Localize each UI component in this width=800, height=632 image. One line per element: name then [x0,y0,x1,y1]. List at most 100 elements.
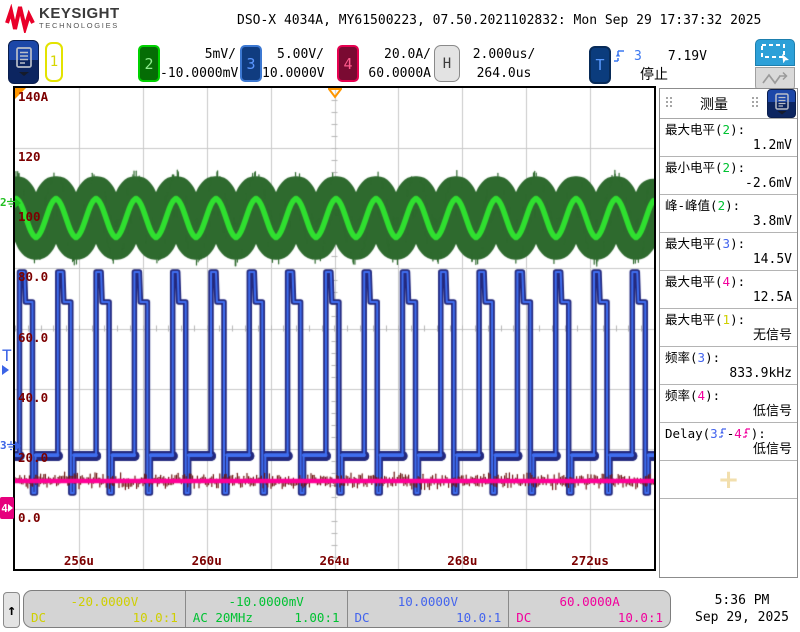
menu-document-icon [774,92,789,114]
statusbar-channel-2[interactable]: -10.0000mV AC 20MHz 1.00:1 [186,591,348,627]
timebase-delay: 264.0us [476,66,532,81]
clock: 5:36 PM Sep 29, 2025 [688,592,796,626]
trigger-button[interactable]: T [589,46,611,84]
measurement-panel-title: 测量 [700,96,728,113]
measurement-value: 无信号 [752,328,792,343]
ground-icon [6,440,15,450]
channel-3-settings[interactable]: 5.00V/ 10.0000V [262,45,325,83]
measurement-value: -2.6mV [745,176,792,191]
marker-arrow-icon [14,440,21,451]
marker-arrow-icon [14,197,21,208]
waveform-display[interactable] [15,88,654,569]
channel-1-label: 1 [49,54,59,70]
window-title: DSO-X 4034A, MY61500223, 07.50.202110283… [237,13,762,28]
measurement-row[interactable]: 频率(4): 低信号 [660,385,797,423]
x-axis-label: 264u [319,553,350,568]
add-measurement-row: + [660,461,797,499]
horizontal-settings[interactable]: 2.000us/ 264.0us [462,45,546,83]
channel-2-label: 2 [144,54,154,73]
channel-offset-value: -10.0000mV [228,593,304,609]
channel-4-marker-label: 4 [1,501,8,515]
channel-offset-value: 10.0000V [397,593,458,609]
channel-3-label: 3 [246,54,256,73]
channel-3-scale: 5.00V/ [277,47,324,62]
channel-4-ground-marker[interactable]: 4 [0,497,14,519]
channel-3-button[interactable]: 3 [240,45,262,82]
trigger-marker-label: T [2,346,12,365]
waveform-tool-button[interactable] [755,67,795,91]
measurement-row[interactable]: 最大电平(2): 1.2mV [660,119,797,157]
statusbar-expand-button[interactable]: ↑ [3,592,20,628]
channel-3-ground-marker[interactable]: 3 [0,440,21,451]
measurement-row[interactable]: 最大电平(1): 无信号 [660,309,797,347]
timebase-scale: 2.000us/ [472,47,536,62]
channel-coupling: AC 20MHz [192,609,253,625]
measurement-panel-header: 测量 [660,89,797,119]
measurement-list: 最大电平(2): 1.2mV 最小电平(2): -2.6mV 峰-峰值(2): 3.8mV… [660,119,797,461]
x-axis-label: 260u [191,553,222,568]
measurement-label: 峰-峰值(2): [665,198,741,213]
channel-probe-ratio: 10.0:1 [132,609,178,625]
measurement-value: 833.9kHz [729,366,792,381]
channel-2-settings[interactable]: 5mV/ -10.0000mV [160,45,238,83]
x-axis-label: 272us [571,553,609,568]
date-text: Sep 29, 2025 [695,610,789,625]
channel-4-button[interactable]: 4 [337,45,359,82]
channel-3-marker-label: 3 [0,439,7,452]
channel-3-offset: 10.0000V [262,66,325,81]
channel-coupling: DC [354,609,370,625]
measurement-label: 最小电平(2): [665,160,746,175]
rising-edge-icon [718,428,726,438]
x-axis-label: 268u [447,553,478,568]
marker-arrow-icon [2,365,9,375]
channel-coupling: DC [516,609,532,625]
statusbar-channel-3[interactable]: 10.0000V DC 10.0:1 [348,591,510,627]
y-axis-label: 60.0 [18,329,49,345]
trigger-time-marker[interactable] [328,88,342,99]
drag-grip-icon[interactable] [666,97,672,107]
main-menu-button[interactable] [8,40,39,84]
scope-display: 140A 120 100 80.0 60.0 40.0 20.0 0.0 256u 260u 26… [13,86,656,571]
measurement-row[interactable]: 最大电平(4): 12.5A [660,271,797,309]
trigger-level-marker[interactable]: T [2,346,12,375]
measurement-label: 最大电平(4): [665,274,746,289]
drag-grip-icon[interactable] [752,97,758,107]
y-axis-label: 20.0 [18,449,49,465]
add-measurement-button[interactable]: + [717,464,740,495]
measurement-value: 14.5V [752,252,792,267]
statusbar-channel-4[interactable]: 60.0000A DC 10.0:1 [509,591,670,627]
measurement-row[interactable]: 频率(3): 833.9kHz [660,347,797,385]
channel-2-ground-marker[interactable]: 2 [0,197,21,208]
channel-2-button[interactable]: 2 [138,45,160,82]
channel-2-marker-label: 2 [0,196,7,209]
measurement-label: 频率(4): [665,388,721,403]
rising-edge-icon [742,428,750,438]
measurement-label: Delay(3 -4): [665,426,766,441]
waveform-arrow-icon [762,71,788,85]
measurement-value: 3.8mV [752,214,792,229]
channel-4-settings[interactable]: 20.0A/ 60.0000A [359,45,431,83]
statusbar-channel-1[interactable]: -20.0000V DC 10.0:1 [24,591,186,627]
measurement-row[interactable]: Delay(3 -4): 低信号 [660,423,797,461]
measurement-value: 12.5A [752,290,792,305]
y-axis-label: 40.0 [18,389,49,405]
measurement-value: 低信号 [752,442,792,457]
x-axis-label: 256u [63,553,94,568]
channel-probe-ratio: 10.0:1 [617,609,663,625]
horizontal-button[interactable]: H [434,45,460,82]
measurement-label: 频率(3): [665,350,721,365]
trigger-info[interactable]: 3 7.19V [613,47,707,65]
channel-1-button[interactable]: 1 [45,42,63,82]
measurement-row[interactable]: 最大电平(3): 14.5V [660,233,797,271]
zoom-select-button[interactable] [755,39,795,66]
channel-2-scale: 5mV/ [204,47,236,62]
y-axis-label: 120 [18,149,41,165]
channel-4-label: 4 [343,54,353,73]
measurement-menu-button[interactable] [767,89,796,118]
channel-probe-ratio: 1.00:1 [294,609,340,625]
acquisition-status: 停止 [640,67,668,83]
measurement-row[interactable]: 最小电平(2): -2.6mV [660,157,797,195]
measurement-row[interactable]: 峰-峰值(2): 3.8mV [660,195,797,233]
corner-trigger-icon [15,88,26,99]
keysight-logo-icon [5,4,35,33]
